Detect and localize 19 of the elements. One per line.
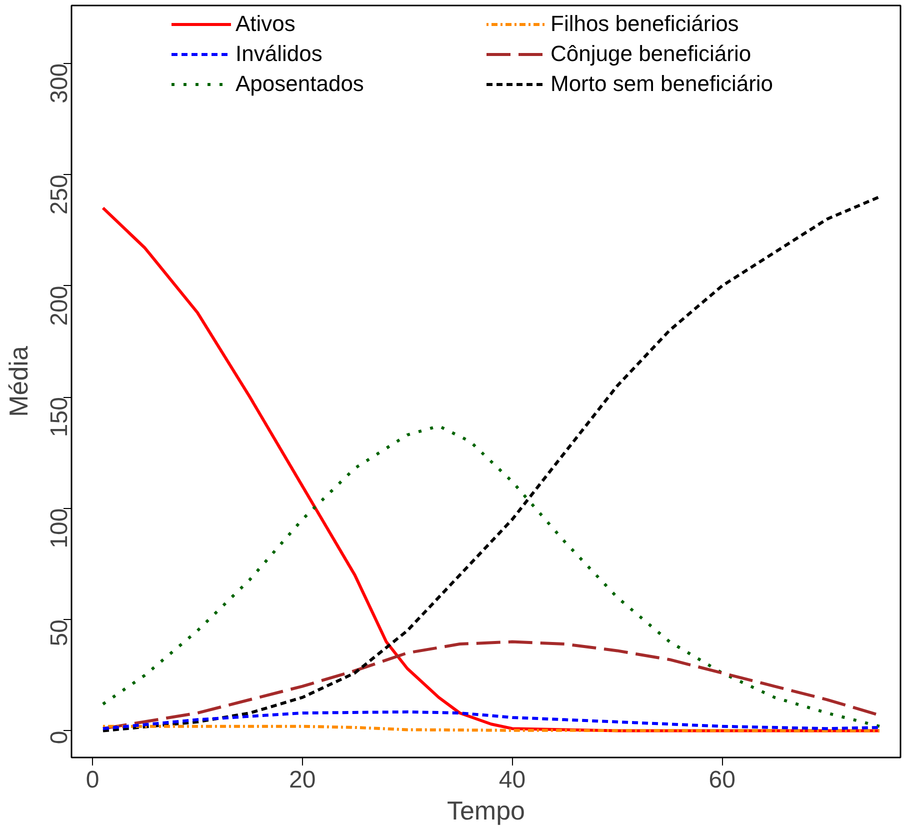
legend-label: Inválidos [236,40,324,68]
legend-label: Cônjuge beneficiário [550,40,752,68]
y-tick-label: 300 [46,63,73,104]
y-axis-title: Média [4,346,34,417]
y-tick-label: 100 [46,508,73,548]
x-tick-label: 60 [708,766,736,794]
y-tick-label: 50 [46,620,73,646]
legend-label: Morto sem beneficiário [550,70,774,98]
legend-label: Aposentados [236,70,365,98]
y-tick-label: 0 [46,730,73,744]
x-tick-label: 20 [289,766,316,794]
x-tick-label: 0 [86,766,100,794]
y-tick-label: 250 [46,174,73,215]
y-tick-label: 200 [46,286,73,326]
x-tick-label: 40 [498,766,526,794]
y-tick-label: 150 [46,397,73,438]
legend-label: Ativos [236,10,296,38]
legend-label: Filhos beneficiários [550,10,740,38]
x-axis-title: Tempo [446,796,526,826]
